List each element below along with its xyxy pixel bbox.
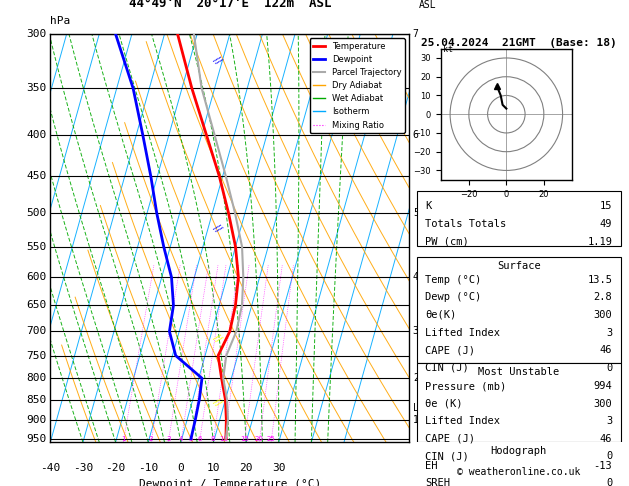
Legend: Temperature, Dewpoint, Parcel Trajectory, Dry Adiabat, Wet Adiabat, Isotherm, Mi: Temperature, Dewpoint, Parcel Trajectory… xyxy=(309,38,405,133)
Text: CIN (J): CIN (J) xyxy=(425,451,469,461)
Text: -40: -40 xyxy=(40,463,60,473)
Text: 600: 600 xyxy=(26,272,47,282)
Text: 7: 7 xyxy=(413,29,419,39)
Text: 15: 15 xyxy=(240,436,249,442)
Text: Hodograph: Hodograph xyxy=(491,446,547,456)
Text: kt: kt xyxy=(443,45,453,54)
Text: EH: EH xyxy=(425,461,438,470)
Text: km
ASL: km ASL xyxy=(418,0,436,10)
Text: 4: 4 xyxy=(179,436,183,442)
Text: 44°49'N  20°17'E  122m  ASL: 44°49'N 20°17'E 122m ASL xyxy=(128,0,331,10)
Text: Dewpoint / Temperature (°C): Dewpoint / Temperature (°C) xyxy=(138,479,321,486)
Text: 8: 8 xyxy=(211,436,215,442)
Text: //: // xyxy=(211,55,223,67)
Text: θe (K): θe (K) xyxy=(425,399,463,409)
Text: 994: 994 xyxy=(594,381,612,391)
Text: 800: 800 xyxy=(26,373,47,383)
Text: 300: 300 xyxy=(594,399,612,409)
Text: 3: 3 xyxy=(606,328,612,338)
Text: CAPE (J): CAPE (J) xyxy=(425,434,476,444)
Text: 5: 5 xyxy=(189,436,193,442)
Text: 49: 49 xyxy=(600,219,612,229)
Text: Totals Totals: Totals Totals xyxy=(425,219,506,229)
Text: 20: 20 xyxy=(240,463,253,473)
Text: 5: 5 xyxy=(413,208,419,218)
Text: //: // xyxy=(211,397,223,408)
Text: 46: 46 xyxy=(600,434,612,444)
Text: 750: 750 xyxy=(26,350,47,361)
FancyBboxPatch shape xyxy=(417,442,621,486)
Text: 2: 2 xyxy=(149,436,153,442)
Text: 10: 10 xyxy=(207,463,220,473)
Text: 300: 300 xyxy=(594,310,612,320)
Text: 450: 450 xyxy=(26,172,47,181)
Text: Lifted Index: Lifted Index xyxy=(425,328,500,338)
Text: 30: 30 xyxy=(272,463,286,473)
Text: CAPE (J): CAPE (J) xyxy=(425,345,476,355)
Text: 500: 500 xyxy=(26,208,47,218)
Text: 25: 25 xyxy=(267,436,276,442)
Text: 850: 850 xyxy=(26,395,47,404)
Text: 550: 550 xyxy=(26,242,47,252)
Text: © weatheronline.co.uk: © weatheronline.co.uk xyxy=(457,467,581,477)
Text: 6: 6 xyxy=(198,436,202,442)
Text: 25.04.2024  21GMT  (Base: 18): 25.04.2024 21GMT (Base: 18) xyxy=(421,38,616,48)
Text: 650: 650 xyxy=(26,300,47,311)
FancyBboxPatch shape xyxy=(417,191,621,246)
Text: 46: 46 xyxy=(600,345,612,355)
Text: 4: 4 xyxy=(413,272,419,282)
Text: //: // xyxy=(211,223,223,234)
Text: Pressure (mb): Pressure (mb) xyxy=(425,381,506,391)
Text: SREH: SREH xyxy=(425,478,450,486)
Text: 950: 950 xyxy=(26,434,47,444)
Text: hPa: hPa xyxy=(50,16,70,26)
Text: 0: 0 xyxy=(606,478,612,486)
Text: 1.19: 1.19 xyxy=(587,237,612,246)
Text: 1: 1 xyxy=(121,436,126,442)
Text: 3: 3 xyxy=(166,436,170,442)
Text: 0: 0 xyxy=(177,463,184,473)
Text: Dewp (°C): Dewp (°C) xyxy=(425,293,482,302)
Text: Surface: Surface xyxy=(497,260,541,271)
Text: -20: -20 xyxy=(106,463,126,473)
Text: 900: 900 xyxy=(26,415,47,425)
Text: -30: -30 xyxy=(73,463,93,473)
Text: θe(K): θe(K) xyxy=(425,310,457,320)
FancyBboxPatch shape xyxy=(417,363,621,452)
Text: 6: 6 xyxy=(413,130,419,140)
Text: 10: 10 xyxy=(220,436,228,442)
Text: -10: -10 xyxy=(138,463,159,473)
Text: 0: 0 xyxy=(606,451,612,461)
Text: 3: 3 xyxy=(413,327,419,336)
Text: PW (cm): PW (cm) xyxy=(425,237,469,246)
Text: 13.5: 13.5 xyxy=(587,275,612,285)
Text: //: // xyxy=(211,333,223,345)
Text: 350: 350 xyxy=(26,83,47,93)
Text: LCL: LCL xyxy=(413,403,430,413)
Text: Temp (°C): Temp (°C) xyxy=(425,275,482,285)
FancyBboxPatch shape xyxy=(417,257,621,363)
Text: 0: 0 xyxy=(606,363,612,373)
Text: 3: 3 xyxy=(606,416,612,426)
Text: 700: 700 xyxy=(26,327,47,336)
Text: Most Unstable: Most Unstable xyxy=(478,367,559,377)
Text: CIN (J): CIN (J) xyxy=(425,363,469,373)
Text: 300: 300 xyxy=(26,29,47,39)
Text: 15: 15 xyxy=(600,201,612,211)
Text: 2.8: 2.8 xyxy=(594,293,612,302)
Text: 20: 20 xyxy=(255,436,264,442)
Text: 2: 2 xyxy=(413,373,419,383)
Text: K: K xyxy=(425,201,431,211)
Text: -13: -13 xyxy=(594,461,612,470)
Text: 1: 1 xyxy=(413,415,419,425)
Text: 400: 400 xyxy=(26,130,47,140)
Text: Lifted Index: Lifted Index xyxy=(425,416,500,426)
